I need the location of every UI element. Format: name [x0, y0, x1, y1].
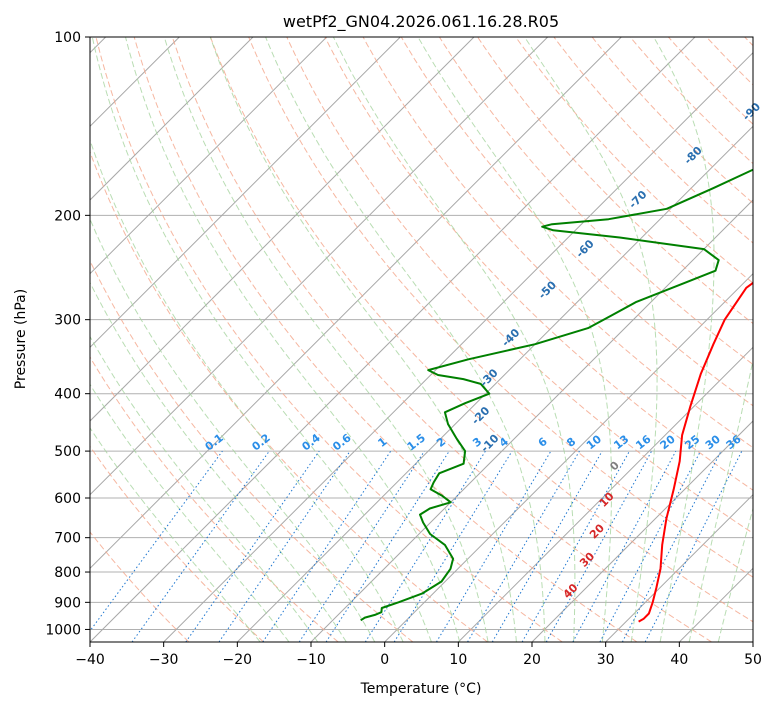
dry-adiabat-line [133, 37, 638, 642]
isotherm-line [90, 37, 475, 422]
dry-adiabat-line [248, 37, 753, 578]
mixing-ratio-line [435, 450, 552, 642]
moist-adiabat-line [90, 281, 347, 642]
mixing-ratio-line [325, 450, 450, 642]
x-tick-label: −20 [223, 652, 253, 668]
x-tick-label: 20 [523, 652, 541, 668]
mixing-ratio-line [364, 450, 486, 642]
dry-adiabat-line [362, 37, 753, 449]
dry-adiabat-line [629, 37, 753, 165]
x-tick-label: −30 [149, 652, 179, 668]
moist-adiabat-line [163, 37, 489, 642]
moist-adiabat-line [90, 427, 261, 642]
isotherm-line [236, 125, 753, 642]
moist-adiabat-line [524, 37, 658, 642]
isotherm-line [457, 346, 753, 642]
moist-adiabat-line [417, 37, 612, 642]
mixing-ratio-line [218, 450, 351, 642]
moist-adiabat-line [90, 138, 404, 642]
x-tick-label: 30 [597, 652, 615, 668]
moist-adiabat-line [653, 37, 715, 642]
dry-adiabat-line [90, 356, 339, 642]
moist-adiabat-line [265, 37, 546, 642]
y-tick-label: 100 [54, 30, 81, 46]
chart-title: wetPf2_GN04.2026.061.16.28.R05 [283, 12, 559, 32]
moist-adiabat-line [332, 37, 576, 642]
moist-adiabat-line [90, 335, 319, 642]
isotherm-line [605, 493, 753, 642]
y-axis: 100 200 300 400 500 600 700 800 900 1000 [45, 30, 90, 638]
moist-adiabat-line [90, 383, 290, 642]
moist-adiabat-line [209, 37, 517, 642]
x-tick-label: 40 [670, 652, 688, 668]
dry-adiabat-line [90, 259, 414, 642]
dry-adiabat-line [553, 37, 753, 244]
dry-adiabat-line [95, 37, 563, 642]
y-axis-title: Pressure (hPa) [13, 289, 29, 389]
y-tick-label: 800 [54, 565, 81, 581]
isotherm-line [90, 37, 328, 275]
mixing-ratio-line [393, 450, 513, 642]
y-tick-label: 1000 [45, 622, 81, 638]
dry-adiabat-line [515, 37, 753, 284]
dry-adiabat-line [438, 37, 753, 366]
moist-adiabat-line [91, 37, 432, 642]
y-tick-label: 500 [54, 444, 81, 460]
dry-adiabat-line [400, 37, 753, 407]
moist-adiabat-line [125, 37, 461, 642]
y-tick-label: 300 [54, 313, 81, 329]
isotherm-line [90, 37, 622, 570]
dry-adiabat-line [286, 37, 753, 534]
y-tick-label: 600 [54, 491, 81, 507]
x-axis: −40 −30 −20 −10 0 10 20 30 40 50 [75, 642, 762, 668]
isotherm-line [90, 37, 254, 201]
isotherm-line [90, 37, 401, 349]
mixing-ratio-line [545, 450, 653, 642]
x-tick-label: 50 [744, 652, 762, 668]
dry-adiabat-line [477, 37, 753, 325]
dewpoint-profile-line [360, 168, 753, 622]
moist-adiabat-line [90, 217, 376, 642]
y-tick-label: 200 [54, 208, 81, 224]
mixing-ratio-line [467, 450, 580, 642]
dry-adiabat-line [591, 37, 753, 204]
x-axis-title: Temperature (°C) [360, 681, 482, 697]
y-tick-label: 900 [54, 595, 81, 611]
isotherm-line [384, 272, 753, 642]
x-tick-label: −40 [75, 652, 105, 668]
x-tick-label: −10 [296, 652, 326, 668]
mixing-ratio-line [185, 450, 320, 642]
isotherm-line [90, 37, 696, 642]
mixing-ratio-line [491, 450, 603, 642]
dry-adiabat-line [210, 37, 753, 623]
plot-frame [89, 36, 754, 643]
plot-area [90, 37, 753, 642]
dry-adiabat-line [324, 37, 753, 491]
temperature-profile-line [638, 281, 753, 623]
moist-adiabat-line [688, 358, 753, 642]
isotherm-line [531, 420, 753, 642]
x-tick-label: 0 [380, 652, 389, 668]
x-tick-label: 10 [449, 652, 467, 668]
y-tick-label: 700 [54, 531, 81, 547]
isotherm-line [90, 37, 549, 496]
dry-adiabat-line [90, 531, 190, 642]
mixing-ratio-line [521, 450, 630, 642]
dry-adiabat-line [90, 150, 488, 642]
mixing-ratio-line [572, 450, 677, 642]
y-tick-label: 400 [54, 387, 81, 403]
isotherm-line [163, 51, 753, 642]
